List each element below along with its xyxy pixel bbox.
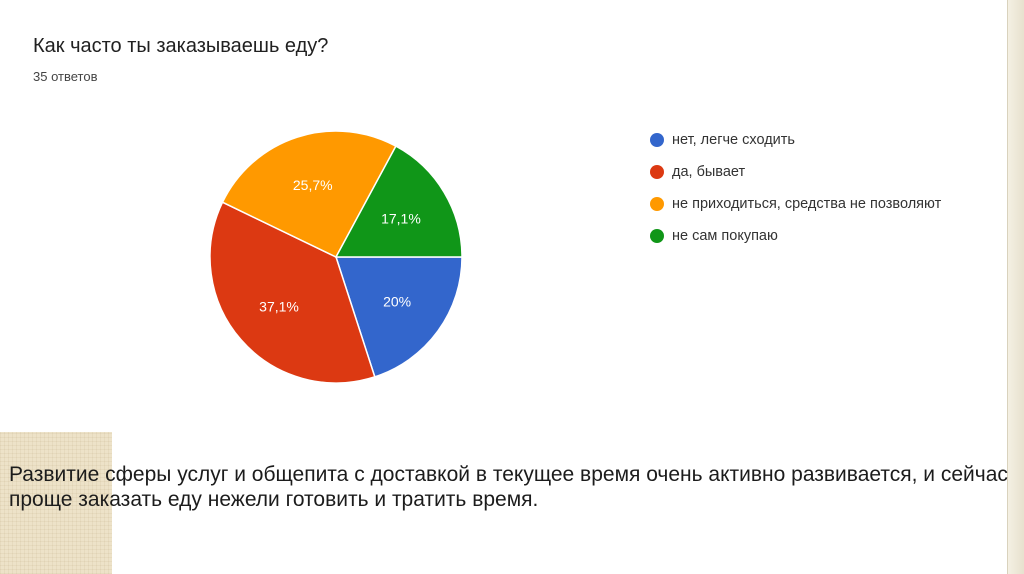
legend-dot-icon [650, 197, 664, 211]
legend-label: не сам покупаю [672, 228, 778, 244]
response-count: 35 ответов [33, 69, 98, 84]
slide-caption: Развитие сферы услуг и общепита с достав… [9, 463, 1008, 511]
pie-slice-0 [334, 256, 463, 378]
legend-dot-icon [650, 229, 664, 243]
legend-dot-icon [650, 133, 664, 147]
legend-item-1: да, бывает [650, 160, 950, 185]
pie-slice-label-0: 20% [383, 293, 411, 309]
chart-title: Как часто ты заказываешь еду? [33, 35, 329, 57]
legend-label: да, бывает [672, 164, 746, 180]
pie-slice-label-1: 37,1% [259, 299, 299, 315]
legend-item-3: не сам покупаю [650, 224, 950, 249]
caption-decoration-block [0, 432, 112, 574]
pie-slice-label-3: 17,1% [381, 210, 421, 226]
pie-slice-3 [334, 145, 463, 258]
legend-dot-icon [650, 165, 664, 179]
legend-item-0: нет, легче сходить [650, 128, 950, 153]
legend-label: не приходиться, средства не позволяют [672, 196, 942, 212]
slide-edge-decoration [1007, 0, 1024, 574]
legend-item-2: не приходиться, средства не позволяют [650, 192, 950, 217]
pie-slice-label-2: 25,7% [293, 177, 333, 193]
chart-legend: нет, легче сходить да, бывает не приходить… [650, 128, 950, 256]
legend-label: нет, легче сходить [672, 132, 795, 148]
pie-slice-1 [209, 201, 376, 384]
